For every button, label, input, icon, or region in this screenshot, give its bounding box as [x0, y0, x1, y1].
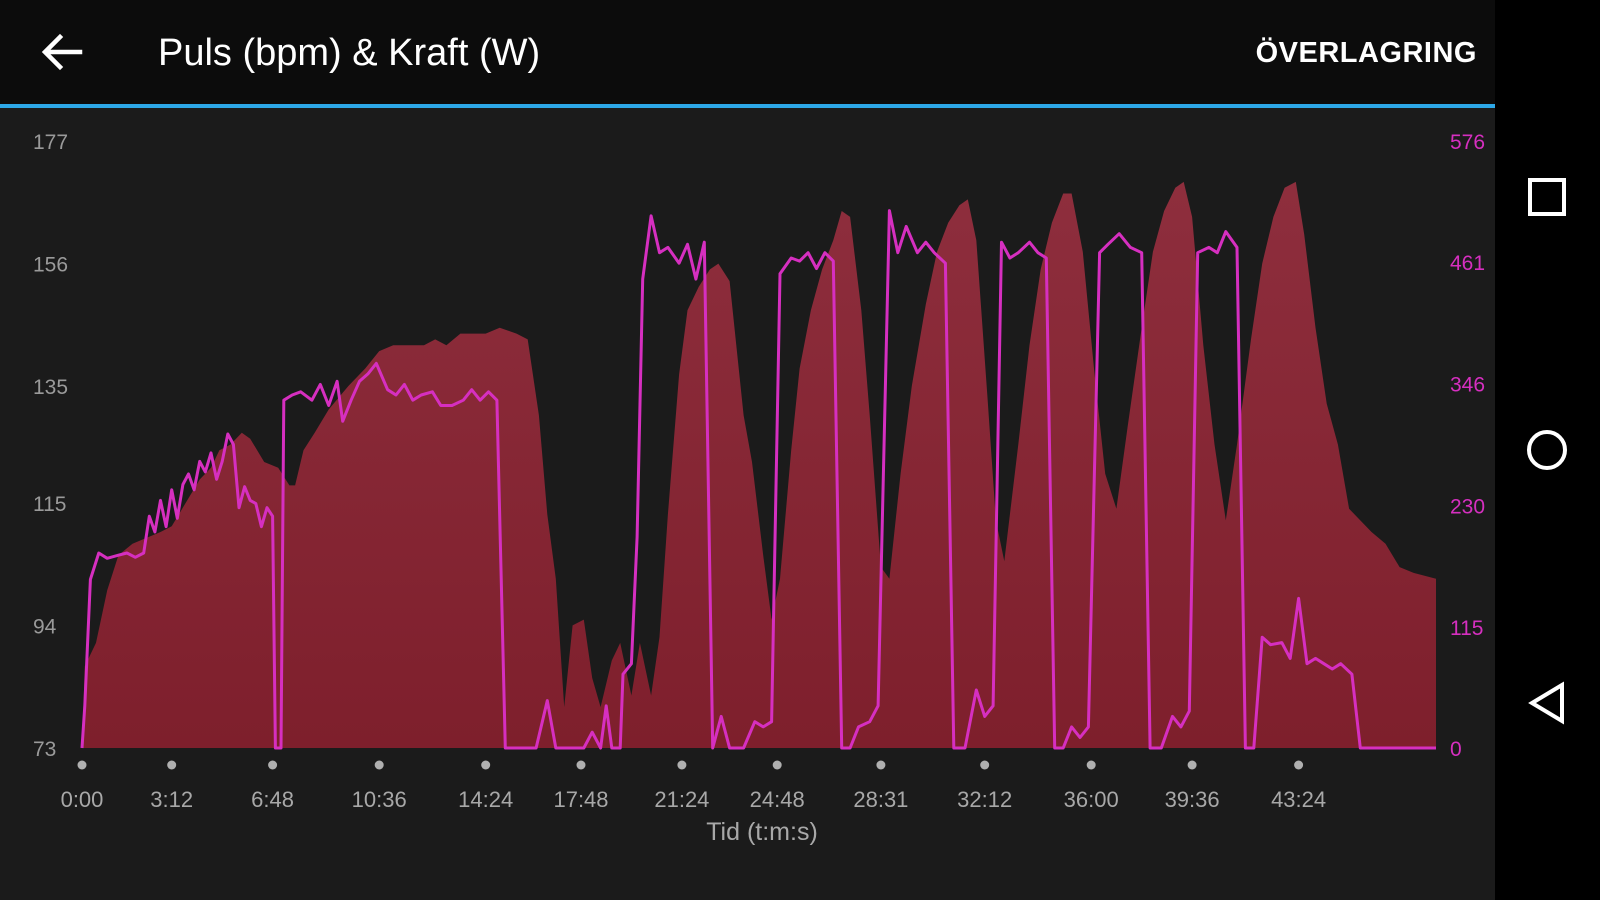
x-axis-dots: [77, 760, 1304, 770]
x-tick-label: 39:36: [1165, 787, 1220, 812]
left-tick-label: 94: [33, 615, 57, 638]
x-tick-label: 36:00: [1064, 787, 1119, 812]
heart-rate-power-chart: 73 94 115 135 156 177 0 115 230 346 461 576 0:00 3:…: [33, 131, 1485, 846]
x-tick-label: 6:48: [251, 787, 294, 812]
x-axis-dot: [576, 760, 586, 770]
x-axis-dot: [1187, 760, 1197, 770]
x-axis-dot: [980, 760, 990, 770]
x-axis-dot: [167, 760, 177, 770]
activity-chart-screen: Puls (bpm) & Kraft (W) ÖVERLAGRING 73 94 1…: [0, 0, 1495, 900]
heart-rate-area: [82, 181, 1436, 748]
arrow-left-icon: [41, 33, 83, 71]
right-tick-label: 346: [1450, 373, 1485, 396]
x-tick-label: 24:48: [750, 787, 805, 812]
x-tick-label: 10:36: [352, 787, 407, 812]
x-axis-dot: [268, 760, 278, 770]
x-axis-dot: [772, 760, 782, 770]
circle-icon: [1527, 430, 1567, 470]
x-axis-ticks: 0:00 3:12 6:48 10:36 14:24 17:48 21:24 24:48 28:…: [61, 787, 1327, 812]
left-tick-label: 115: [33, 493, 66, 516]
x-axis-title: Tid (t:m:s): [706, 818, 818, 846]
x-tick-label: 32:12: [957, 787, 1012, 812]
page-title: Puls (bpm) & Kraft (W): [158, 32, 541, 74]
app-bar-accent-line: [0, 104, 1495, 108]
right-tick-label: 576: [1450, 131, 1485, 154]
x-tick-label: 28:31: [853, 787, 908, 812]
home-button[interactable]: [1517, 420, 1577, 480]
left-tick-label: 73: [33, 738, 56, 761]
left-tick-label: 156: [33, 254, 68, 277]
right-tick-label: 0: [1450, 738, 1462, 761]
x-tick-label: 21:24: [654, 787, 709, 812]
x-tick-label: 17:48: [553, 787, 608, 812]
triangle-back-icon: [1528, 681, 1564, 725]
x-axis-dot: [1086, 760, 1096, 770]
right-axis-ticks: 0 115 230 346 461 576: [1450, 131, 1485, 761]
x-axis-dot: [77, 760, 87, 770]
x-axis-dot: [677, 760, 687, 770]
left-tick-label: 135: [33, 376, 68, 399]
left-axis-ticks: 73 94 115 135 156 177: [33, 131, 68, 761]
recents-button[interactable]: [1517, 167, 1577, 227]
right-tick-label: 115: [1450, 617, 1483, 640]
x-axis-dot: [876, 760, 886, 770]
nav-back-button[interactable]: [1517, 673, 1577, 733]
left-tick-label: 177: [33, 131, 68, 154]
x-tick-label: 14:24: [458, 787, 513, 812]
right-tick-label: 230: [1450, 496, 1485, 519]
right-tick-label: 461: [1450, 252, 1485, 275]
x-axis-dot: [374, 760, 384, 770]
overlay-button[interactable]: ÖVERLAGRING: [1255, 37, 1477, 69]
x-tick-label: 43:24: [1271, 787, 1326, 812]
x-axis-dot: [481, 760, 491, 770]
system-nav-bar: [1495, 0, 1600, 900]
back-button[interactable]: [30, 20, 94, 84]
x-tick-label: 0:00: [61, 787, 104, 812]
x-tick-label: 3:12: [150, 787, 193, 812]
power-line: [80, 209, 1436, 750]
square-icon: [1528, 178, 1566, 216]
x-axis-dot: [1294, 760, 1304, 770]
app-bar: Puls (bpm) & Kraft (W) ÖVERLAGRING: [0, 0, 1495, 104]
